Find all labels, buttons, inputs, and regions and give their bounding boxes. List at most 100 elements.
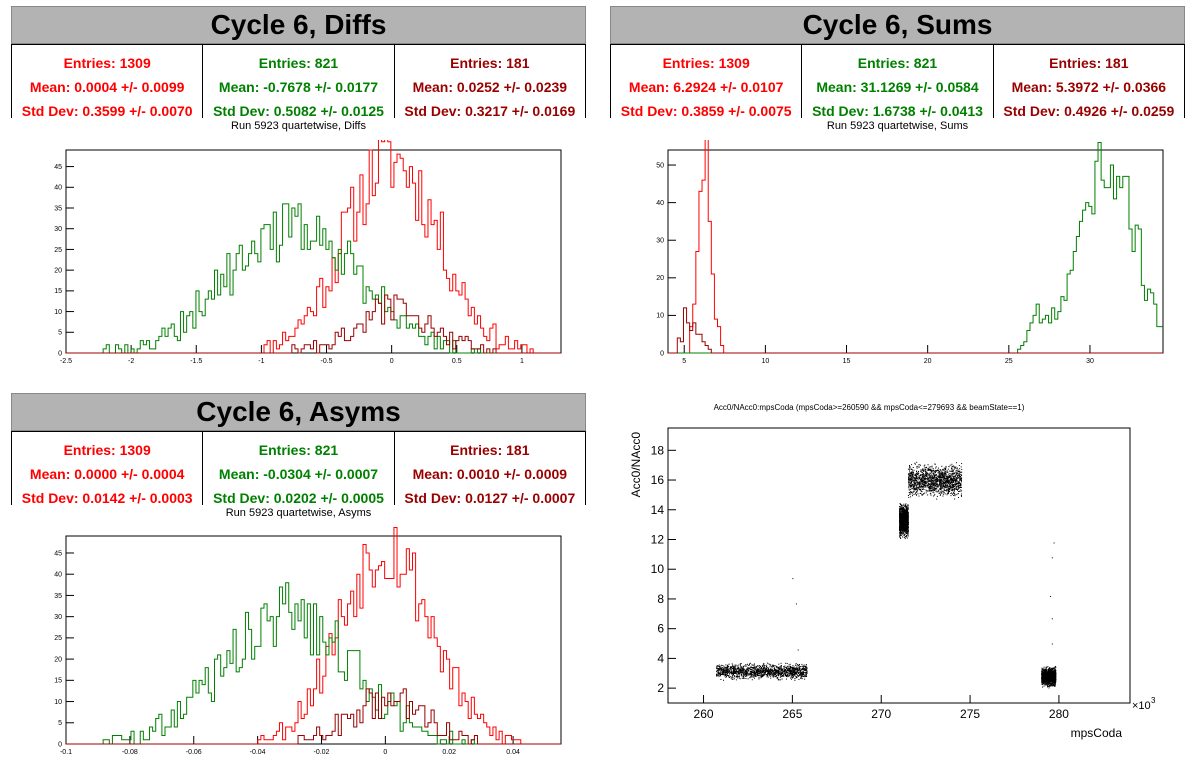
scatter-point xyxy=(906,511,908,513)
scatter-point xyxy=(955,470,957,472)
scatter-point xyxy=(902,514,904,516)
scatter-point xyxy=(763,670,765,672)
scatter-point xyxy=(793,671,795,673)
scatter-point xyxy=(956,488,958,490)
scatter-point xyxy=(900,511,902,513)
scatter-point xyxy=(935,466,937,468)
scatter-point xyxy=(959,479,961,481)
mean-text: Mean: 0.0000 +/- 0.0004 xyxy=(29,466,185,482)
scatter-point xyxy=(757,671,759,673)
scatter-point xyxy=(915,476,917,478)
scatter-point xyxy=(903,516,905,518)
scatter-point xyxy=(737,675,739,677)
scatter-point xyxy=(903,528,905,530)
scatter-point xyxy=(937,475,939,477)
scatter-point xyxy=(912,470,914,472)
scatter-point xyxy=(781,668,783,670)
scatter-point xyxy=(906,519,908,521)
scatter-point xyxy=(761,671,763,673)
scatter-point xyxy=(960,483,962,485)
scatter-point xyxy=(951,487,953,489)
scatter-point xyxy=(906,534,908,536)
scatter-point xyxy=(771,666,773,668)
scatter-point xyxy=(796,667,798,669)
scatter-point xyxy=(767,676,769,678)
scatter-point xyxy=(942,482,944,484)
scatter-point xyxy=(783,671,785,673)
scatter-point xyxy=(930,490,932,492)
scatter-point xyxy=(757,671,759,673)
scatter-point xyxy=(716,665,718,667)
scatter-point xyxy=(943,478,945,480)
scatter-point xyxy=(953,468,955,470)
y-tick-label: 15 xyxy=(54,288,62,295)
scatter-point xyxy=(940,485,942,487)
plot-frame xyxy=(65,535,562,745)
scatter-point xyxy=(912,484,914,486)
mean-text: Mean: 0.0010 +/- 0.0009 xyxy=(412,466,568,482)
scatter-point xyxy=(1051,684,1053,686)
scatter-point xyxy=(940,478,942,480)
scatter-point xyxy=(944,469,946,471)
scatter-point xyxy=(740,673,742,675)
scatter-point xyxy=(951,489,953,491)
scatter-point xyxy=(939,476,941,478)
scatter-point xyxy=(906,522,908,524)
stat-box-darkred: Entries: 181 Mean: 0.0010 +/- 0.0009 Std… xyxy=(395,432,585,506)
scatter-point xyxy=(802,674,804,676)
y-tick-label: 35 xyxy=(54,205,62,212)
scatter-point xyxy=(934,470,936,472)
scatter-point xyxy=(782,675,784,677)
std-text: Std Dev: 0.3217 +/- 0.0169 xyxy=(404,103,576,119)
scatter-point xyxy=(907,513,909,515)
scatter-point xyxy=(939,475,941,477)
entries-text: Entries: 1309 xyxy=(63,55,151,71)
scatter-point xyxy=(912,471,914,473)
scatter-point xyxy=(921,491,923,493)
scatter-point xyxy=(959,472,961,474)
scatter-point xyxy=(786,671,788,673)
scatter-point xyxy=(738,672,740,674)
scatter-point xyxy=(900,510,902,512)
scatter-point xyxy=(905,531,907,533)
scatter-point xyxy=(899,513,901,515)
scatter-point xyxy=(794,672,796,674)
scatter-point xyxy=(799,665,801,667)
scatter-point xyxy=(905,508,907,510)
scatter-point xyxy=(907,526,909,528)
scatter-point xyxy=(794,673,796,675)
scatter-point xyxy=(772,665,774,667)
scatter-point xyxy=(736,670,738,672)
x-tick-label: -0.5 xyxy=(320,358,332,365)
scatter-point xyxy=(767,670,769,672)
scatter-point xyxy=(906,526,908,528)
scatter-point xyxy=(788,674,790,676)
scatter-point xyxy=(941,487,943,489)
scatter-point xyxy=(796,666,798,668)
scatter-point xyxy=(899,536,901,538)
scatter-point xyxy=(1051,681,1053,683)
scatter-point xyxy=(800,676,802,678)
scatter-point xyxy=(943,478,945,480)
scatter-point xyxy=(960,485,962,487)
scatter-point xyxy=(935,472,937,474)
scatter-point xyxy=(908,464,910,466)
scatter-point xyxy=(911,488,913,490)
scatter-point xyxy=(953,472,955,474)
scatter-point xyxy=(957,496,959,498)
scatter-point xyxy=(938,480,940,482)
scatter-point xyxy=(781,673,783,675)
scatter-point xyxy=(922,475,924,477)
scatter-point xyxy=(943,476,945,478)
scatter-point xyxy=(951,488,953,490)
scatter-point xyxy=(717,671,719,673)
x-tick-label: 10 xyxy=(761,358,769,365)
diffs-stats: Entries: 1309 Mean: 0.0004 +/- 0.0099 St… xyxy=(11,44,586,119)
scatter-point xyxy=(728,671,730,673)
scatter-point xyxy=(948,485,950,487)
scatter-point xyxy=(739,671,741,673)
scatter-point xyxy=(905,529,907,531)
scatter-point xyxy=(930,469,932,471)
scatter-point xyxy=(904,510,906,512)
scatter-point xyxy=(942,486,944,488)
